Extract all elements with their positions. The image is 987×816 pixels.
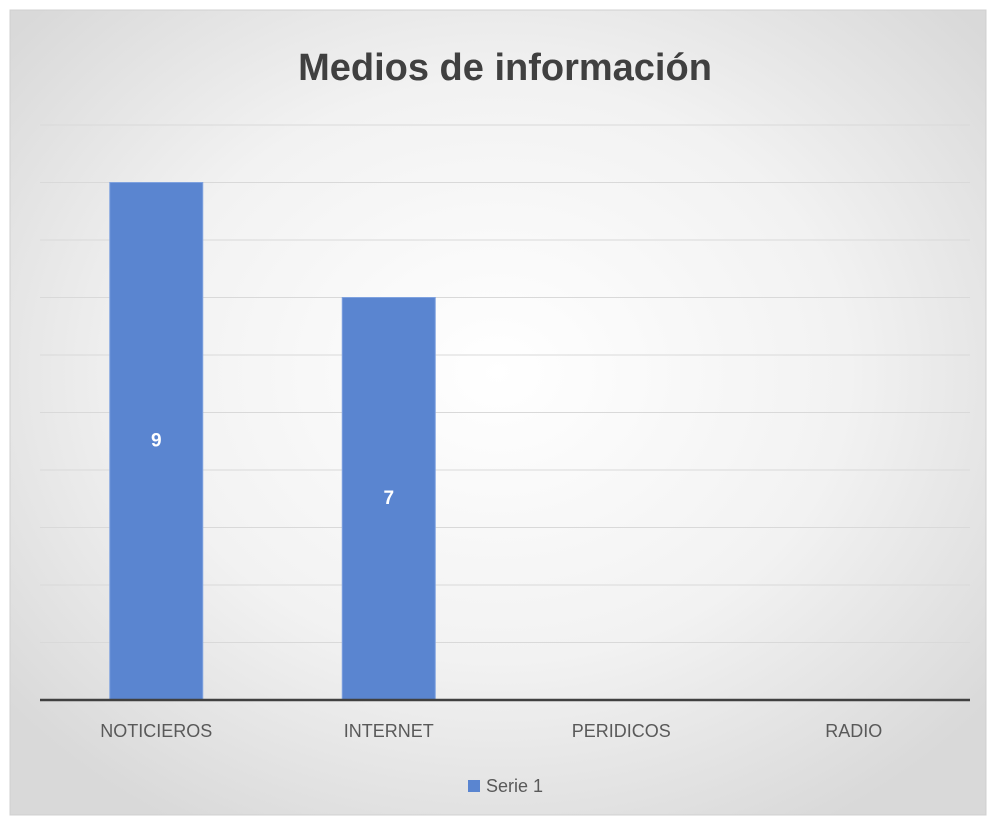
x-tick-label: INTERNET	[344, 721, 434, 741]
chart-title: Medios de información	[298, 47, 712, 89]
x-tick-label: NOTICIEROS	[100, 721, 212, 741]
legend-swatch	[468, 780, 480, 792]
x-tick-label: PERIDICOS	[572, 721, 671, 741]
legend-label: Serie 1	[486, 776, 543, 796]
data-label: 9	[151, 430, 162, 451]
x-tick-label: RADIO	[825, 721, 882, 741]
bar	[109, 182, 204, 701]
bar	[341, 297, 436, 701]
data-label: 7	[383, 488, 394, 509]
